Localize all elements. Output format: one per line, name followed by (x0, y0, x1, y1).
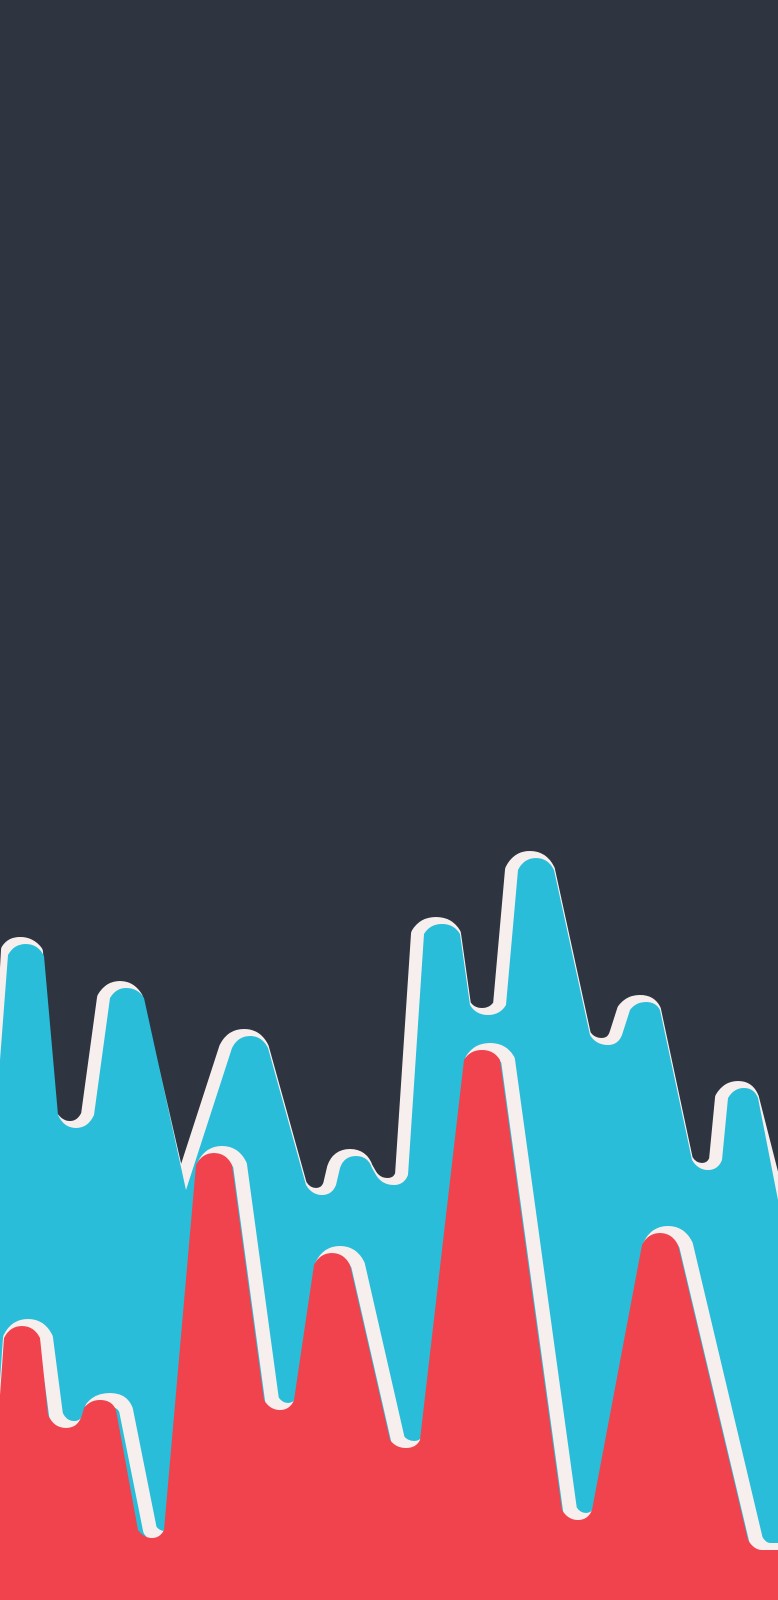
red-peaks-fill (0, 1050, 778, 1600)
red-peaks-layer (0, 1043, 778, 1600)
